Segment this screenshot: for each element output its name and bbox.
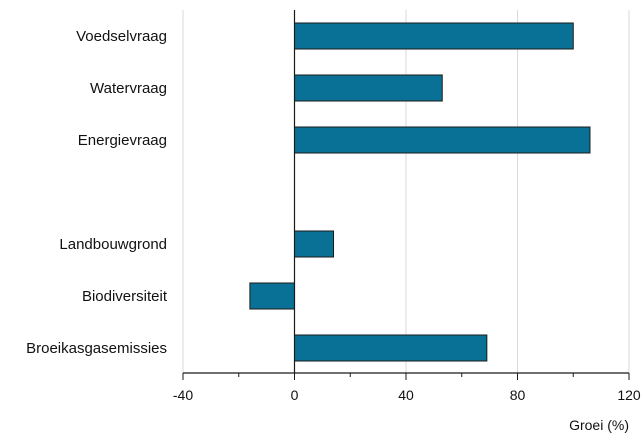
category-label: Landbouwgrond xyxy=(59,236,167,253)
axes: -40 0 40 80 120 xyxy=(173,10,641,403)
bar-watervraag xyxy=(294,74,443,102)
category-label: Voedselvraag xyxy=(76,28,167,45)
bar-voedselvraag xyxy=(294,22,574,50)
category-label: Broeikasgasemissies xyxy=(26,340,167,357)
bars xyxy=(249,22,591,362)
x-tick-label: 40 xyxy=(398,387,414,403)
gridlines xyxy=(182,10,630,373)
bar-energievraag xyxy=(294,126,591,154)
x-tick-label: -40 xyxy=(173,387,193,403)
bar-landbouwgrond xyxy=(294,230,335,258)
bar-biodiversiteit xyxy=(249,282,295,310)
x-tick-label: 0 xyxy=(291,387,299,403)
category-label: Watervraag xyxy=(90,80,167,97)
bar-broeikasgasemissies xyxy=(294,334,488,362)
x-tick-label: 80 xyxy=(510,387,526,403)
category-labels: Voedselvraag Watervraag Energievraag Landbo… xyxy=(26,28,168,357)
category-label: Energievraag xyxy=(78,132,167,149)
category-label: Biodiversiteit xyxy=(82,288,168,305)
x-axis-title: Groei (%) xyxy=(569,417,629,433)
x-tick-label: 120 xyxy=(617,387,641,403)
